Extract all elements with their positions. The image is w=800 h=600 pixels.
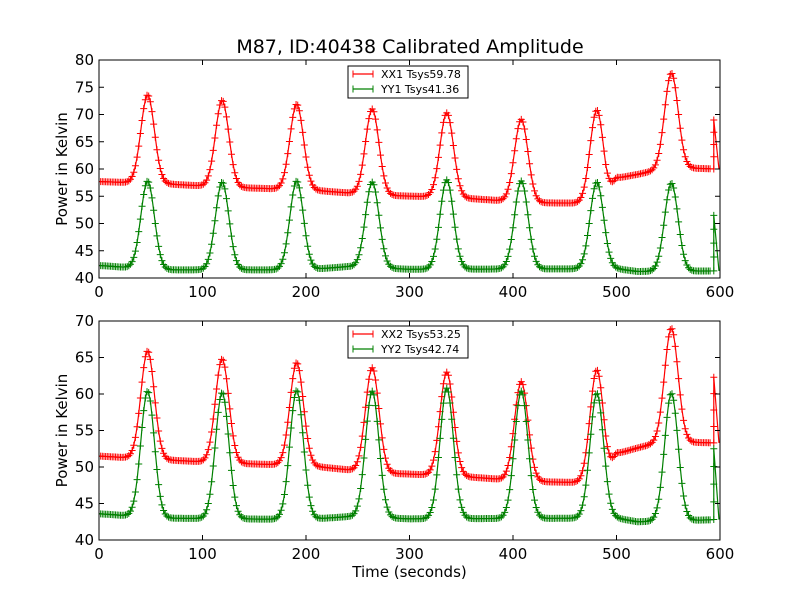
series-2-end-spike-markers — [710, 445, 718, 524]
y-tick-label: 40 — [75, 269, 94, 287]
legend: XX1 Tsys59.78 YY1 Tsys41.36 — [347, 65, 469, 99]
y-tick-label: 40 — [75, 531, 94, 549]
bottom-panel: 0 100 200 300 400 500 600 40 45 50 55 60 65 70 Power i… — [53, 312, 734, 581]
y-tick-label: 55 — [75, 187, 94, 205]
y-tick-label: 65 — [75, 349, 94, 367]
legend-entry-label: XX2 Tsys53.25 — [381, 328, 461, 341]
y-tick-label: 45 — [75, 242, 94, 260]
legend-marker — [352, 70, 374, 78]
y-tick-label: 50 — [75, 215, 94, 233]
y-tick-label: 65 — [75, 133, 94, 151]
legend-entry-label: YY1 Tsys41.36 — [380, 83, 459, 96]
series-2-markers — [99, 176, 714, 275]
x-tick-label: 300 — [395, 283, 424, 301]
y-tick-label: 70 — [75, 106, 94, 124]
legend-marker — [352, 85, 374, 93]
y-tick-label: 80 — [75, 51, 94, 69]
x-tick-label: 400 — [499, 283, 528, 301]
x-tick-label: 400 — [499, 545, 528, 563]
x-tick-label: 500 — [602, 545, 631, 563]
chart-title: M87, ID:40438 Calibrated Amplitude — [236, 36, 583, 58]
x-tick-label: 200 — [292, 545, 321, 563]
x-tick-label: 100 — [188, 283, 217, 301]
series-1-markers — [99, 69, 714, 207]
series-1-end-spike-markers — [710, 116, 718, 173]
series-2-markers — [99, 384, 714, 526]
top-panel: 0 100 200 300 400 500 600 40 45 50 55 60 65 70 75 80 Pow… — [53, 51, 734, 301]
series-1-markers — [99, 325, 714, 486]
x-tick-label: 500 — [602, 283, 631, 301]
legend-entry-label: YY2 Tsys42.74 — [380, 343, 459, 356]
y-tick-label: 50 — [75, 458, 94, 476]
x-tick-label: 600 — [706, 283, 735, 301]
x-tick-label: 600 — [706, 545, 735, 563]
legend-entry-label: XX1 Tsys59.78 — [381, 68, 461, 81]
x-tick-label: 300 — [395, 545, 424, 563]
x-axis-label: Time (seconds) — [351, 563, 467, 581]
x-tick-label: 0 — [94, 283, 104, 301]
legend-marker — [352, 330, 374, 338]
series-2-end-spike-markers — [710, 211, 718, 275]
legend-marker — [352, 345, 374, 353]
y-tick-label: 60 — [75, 160, 94, 178]
series-1-end-spike-markers — [710, 373, 718, 447]
y-axis-label: Power in Kelvin — [53, 112, 71, 226]
series-2-line — [99, 176, 720, 275]
legend: XX2 Tsys53.25 YY2 Tsys42.74 — [347, 325, 469, 359]
y-tick-label: 70 — [75, 312, 94, 330]
series-1-line — [99, 69, 720, 207]
series-1-line — [99, 325, 720, 486]
x-tick-label: 200 — [292, 283, 321, 301]
y-tick-label: 55 — [75, 422, 94, 440]
y-tick-label: 75 — [75, 78, 94, 96]
y-axis-label: Power in Kelvin — [53, 374, 71, 488]
legend-box — [347, 325, 469, 359]
x-tick-label: 100 — [188, 545, 217, 563]
legend-box — [347, 65, 469, 99]
y-tick-label: 45 — [75, 495, 94, 513]
y-tick-label: 60 — [75, 385, 94, 403]
series-2-line — [99, 384, 720, 526]
x-tick-label: 0 — [94, 545, 104, 563]
